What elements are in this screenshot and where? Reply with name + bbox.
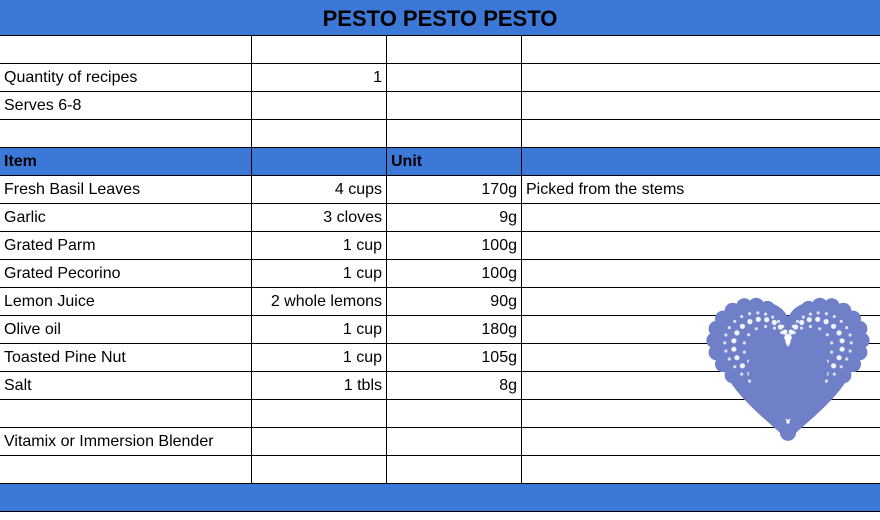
- table-cell[interactable]: [252, 120, 387, 148]
- table-cell[interactable]: [0, 456, 252, 484]
- table-cell[interactable]: [0, 36, 252, 64]
- table-cell[interactable]: [522, 120, 880, 148]
- table-cell[interactable]: Grated Parm: [0, 232, 252, 260]
- table-cell[interactable]: [252, 400, 387, 428]
- table-cell[interactable]: 1 cup: [252, 316, 387, 344]
- table-cell[interactable]: [522, 36, 880, 64]
- table-cell[interactable]: 1 cup: [252, 232, 387, 260]
- table-cell[interactable]: 1 cup: [252, 260, 387, 288]
- table-row: Garlic 3 cloves 9g: [0, 204, 880, 232]
- table-cell[interactable]: Vitamix or Immersion Blender: [0, 428, 252, 456]
- table-cell[interactable]: [252, 456, 387, 484]
- table-cell[interactable]: [522, 372, 880, 400]
- table-row: Grated Parm 1 cup 100g: [0, 232, 880, 260]
- table-cell[interactable]: [252, 36, 387, 64]
- table-row: Salt 1 tbls 8g: [0, 372, 880, 400]
- table-cell[interactable]: [522, 400, 880, 428]
- table-cell[interactable]: Toasted Pine Nut: [0, 344, 252, 372]
- table-cell[interactable]: [522, 344, 880, 372]
- table-cell[interactable]: 1: [252, 64, 387, 92]
- table-row: [0, 456, 880, 484]
- table-cell[interactable]: [252, 428, 387, 456]
- table-row: [0, 36, 880, 64]
- table-cell[interactable]: [522, 456, 880, 484]
- table-cell[interactable]: Fresh Basil Leaves: [0, 176, 252, 204]
- table-cell[interactable]: Picked from the stems: [522, 176, 880, 204]
- table-cell[interactable]: 105g: [387, 344, 522, 372]
- table-row: Fresh Basil Leaves 4 cups 170g Picked from …: [0, 176, 880, 204]
- header-row: Item Unit: [0, 148, 880, 176]
- table-cell[interactable]: 4 cups: [252, 176, 387, 204]
- table-cell[interactable]: [387, 400, 522, 428]
- table-row: Serves 6-8: [0, 92, 880, 120]
- table-cell[interactable]: [522, 64, 880, 92]
- table-cell[interactable]: [252, 148, 387, 176]
- table-row: Quantity of recipes 1: [0, 64, 880, 92]
- table-cell[interactable]: 100g: [387, 260, 522, 288]
- table-cell[interactable]: 8g: [387, 372, 522, 400]
- table-cell[interactable]: Olive oil: [0, 316, 252, 344]
- table-cell[interactable]: 170g: [387, 176, 522, 204]
- sheet-title: PESTO PESTO PESTO: [322, 6, 558, 31]
- table-row: Vitamix or Immersion Blender: [0, 428, 880, 456]
- table-cell[interactable]: [522, 148, 880, 176]
- table-cell[interactable]: Salt: [0, 372, 252, 400]
- table-cell[interactable]: 1 tbls: [252, 372, 387, 400]
- table-cell[interactable]: [522, 232, 880, 260]
- heart-doily-image: [706, 297, 870, 441]
- table-row: [0, 400, 880, 428]
- table-cell[interactable]: [387, 36, 522, 64]
- table-cell[interactable]: Lemon Juice: [0, 288, 252, 316]
- doily-center-heart: [748, 346, 828, 420]
- table-cell[interactable]: 90g: [387, 288, 522, 316]
- table-cell[interactable]: 3 cloves: [252, 204, 387, 232]
- table-cell[interactable]: [0, 120, 252, 148]
- table-cell[interactable]: Quantity of recipes: [0, 64, 252, 92]
- table-cell[interactable]: [387, 92, 522, 120]
- table-cell[interactable]: [387, 120, 522, 148]
- table-cell[interactable]: 2 whole lemons: [252, 288, 387, 316]
- table-row: Olive oil 1 cup 180g: [0, 316, 880, 344]
- table-row: Toasted Pine Nut 1 cup 105g: [0, 344, 880, 372]
- table-cell[interactable]: [387, 64, 522, 92]
- table-cell[interactable]: [387, 456, 522, 484]
- table-cell[interactable]: Unit: [387, 148, 522, 176]
- table-cell[interactable]: Garlic: [0, 204, 252, 232]
- table-cell[interactable]: 180g: [387, 316, 522, 344]
- table-cell[interactable]: [0, 400, 252, 428]
- footer-bar: [0, 484, 880, 512]
- table-cell[interactable]: Serves 6-8: [0, 92, 252, 120]
- table-cell[interactable]: [252, 92, 387, 120]
- title-bar: [0, 0, 880, 36]
- table-row: Lemon Juice 2 whole lemons 90g: [0, 288, 880, 316]
- table-cell[interactable]: [387, 428, 522, 456]
- table-row: Grated Pecorino 1 cup 100g: [0, 260, 880, 288]
- table-cell[interactable]: Grated Pecorino: [0, 260, 252, 288]
- table-cell[interactable]: Item: [0, 148, 252, 176]
- table-cell[interactable]: 1 cup: [252, 344, 387, 372]
- table-cell[interactable]: 100g: [387, 232, 522, 260]
- table-cell[interactable]: [522, 288, 880, 316]
- table-cell[interactable]: [522, 428, 880, 456]
- table-cell[interactable]: [522, 204, 880, 232]
- table-row: [0, 120, 880, 148]
- table-cell[interactable]: [522, 316, 880, 344]
- table-cell[interactable]: [522, 92, 880, 120]
- table-cell[interactable]: [522, 260, 880, 288]
- table-cell[interactable]: 9g: [387, 204, 522, 232]
